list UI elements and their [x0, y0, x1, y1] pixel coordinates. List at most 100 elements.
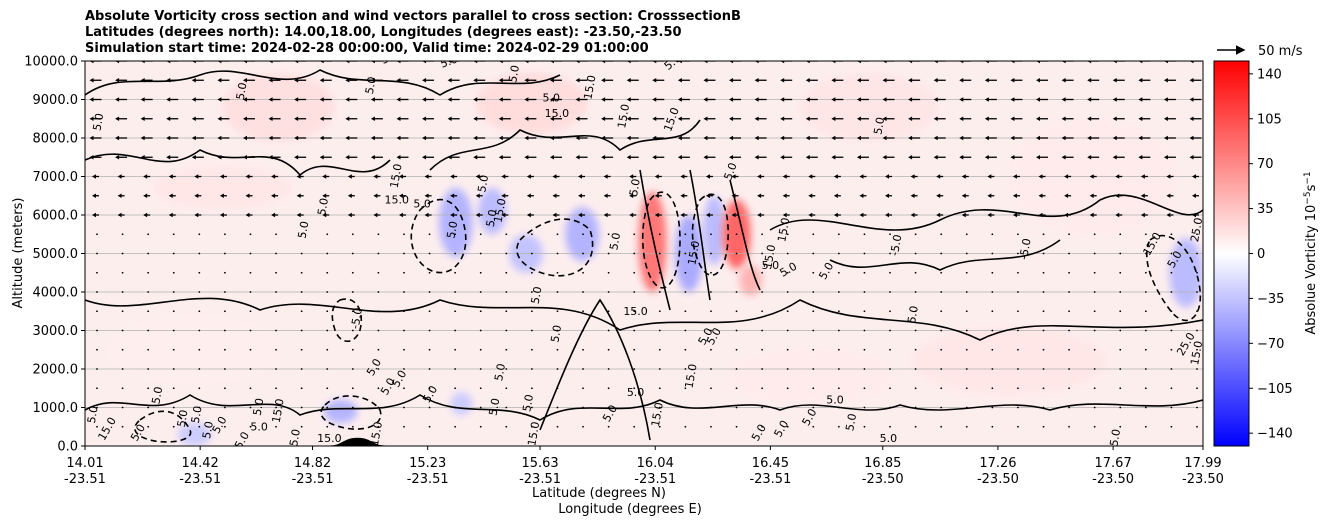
wind-vector [403, 406, 405, 409]
vorticity-anomaly [450, 392, 473, 416]
wind-vector-head [908, 78, 913, 83]
wind-vector [377, 368, 380, 370]
wind-vector [326, 425, 329, 428]
wind-vector [300, 310, 303, 313]
wind-vector [351, 387, 354, 390]
wind-vector-head [933, 135, 938, 141]
wind-vector [377, 348, 380, 351]
wind-vector-head [780, 97, 785, 102]
wind-vector [1119, 406, 1122, 409]
wind-vector-head [1192, 193, 1196, 198]
wind-vector [1042, 291, 1045, 293]
wind-vector [761, 387, 764, 390]
wind-vector-head [319, 116, 324, 121]
wind-vector [582, 329, 584, 332]
wind-vector-head [705, 193, 710, 198]
wind-vector-head [1010, 78, 1015, 83]
vorticity-anomaly [728, 349, 897, 404]
wind-vector-head [473, 78, 478, 83]
wind-vector-head [575, 116, 580, 121]
wind-vector [1119, 348, 1122, 351]
wind-vector [940, 252, 943, 255]
wind-vector-head [1010, 155, 1015, 160]
wind-vector [479, 291, 482, 293]
wind-vector-head [524, 155, 529, 160]
wind-vector-head [652, 155, 657, 160]
wind-vector [735, 348, 738, 351]
contour-label: 5.0 [250, 421, 268, 434]
wind-vector-head [626, 135, 631, 141]
wind-vector [249, 233, 252, 236]
wind-vector [172, 310, 175, 313]
x-tick-label-lat: 14.82 [294, 456, 331, 471]
wind-vector [761, 252, 764, 255]
wind-vector-head [501, 174, 506, 179]
wind-vector [1042, 368, 1045, 370]
wind-vector [505, 425, 508, 428]
wind-vector [991, 425, 994, 428]
wind-vector [1017, 310, 1019, 313]
wind-vector-head [549, 61, 554, 64]
wind-vector [914, 425, 917, 428]
wind-vector-head [450, 174, 455, 179]
wind-vector [786, 329, 789, 332]
wind-vector-head [782, 212, 787, 218]
wind-vector-head [729, 97, 734, 102]
wind-vector [735, 233, 738, 236]
wind-vector-head [1087, 61, 1092, 64]
wind-vector [556, 329, 559, 332]
wind-vector [710, 425, 712, 428]
wind-vector-head [1036, 116, 1041, 121]
wind-vector [96, 329, 98, 332]
y-tick-label: 10000.0 [24, 55, 78, 70]
vorticity-field [110, 72, 1203, 446]
wind-vector [403, 271, 405, 274]
wind-vector-head [984, 116, 989, 121]
wind-vector-head [1087, 155, 1092, 160]
wind-vector [275, 233, 277, 236]
x-tick-label-lon: -23.51 [634, 472, 676, 487]
wind-vector-head [166, 155, 171, 160]
wind-vector [172, 291, 175, 293]
wind-vector [479, 368, 482, 370]
wind-vector-head [654, 174, 659, 179]
wind-vector-head [578, 193, 583, 198]
wind-vector [1144, 271, 1147, 274]
wind-vector [326, 406, 329, 409]
wind-vector [198, 310, 201, 313]
wind-vector-head [603, 212, 608, 218]
wind-vector-head [140, 135, 145, 141]
wind-vector-head [1140, 193, 1145, 198]
wind-vector [863, 310, 866, 313]
wind-vector-head [447, 155, 452, 160]
wind-vector [172, 233, 175, 236]
y-tick-label: 6000.0 [33, 209, 79, 224]
wind-vector [300, 425, 303, 428]
wind-vector [147, 291, 150, 293]
wind-vector-head [729, 135, 734, 141]
wind-vector-head [191, 78, 196, 83]
wind-vector [633, 387, 636, 390]
wind-vector [684, 233, 687, 236]
wind-vector [198, 348, 201, 351]
wind-vector [940, 291, 943, 293]
wind-vector [633, 310, 636, 313]
wind-vector [224, 406, 226, 409]
wind-vector-head [92, 174, 96, 179]
wind-vector [735, 406, 738, 409]
wind-vector [530, 387, 533, 390]
x-tick-label-lat: 16.45 [752, 456, 789, 471]
contour-label: 5.0 [484, 208, 500, 227]
wind-vector-head [219, 193, 224, 198]
wind-vector [786, 252, 789, 255]
wind-vector-head [268, 116, 273, 121]
wind-vector-head [1010, 97, 1015, 102]
wind-vector [786, 233, 789, 236]
wind-vector-head [1089, 212, 1094, 218]
wind-vector-head [245, 193, 250, 198]
wind-vector-head [140, 97, 145, 102]
wind-vector-head [1166, 193, 1171, 198]
wind-vector-head [92, 193, 96, 198]
wind-vector-head [92, 212, 96, 218]
